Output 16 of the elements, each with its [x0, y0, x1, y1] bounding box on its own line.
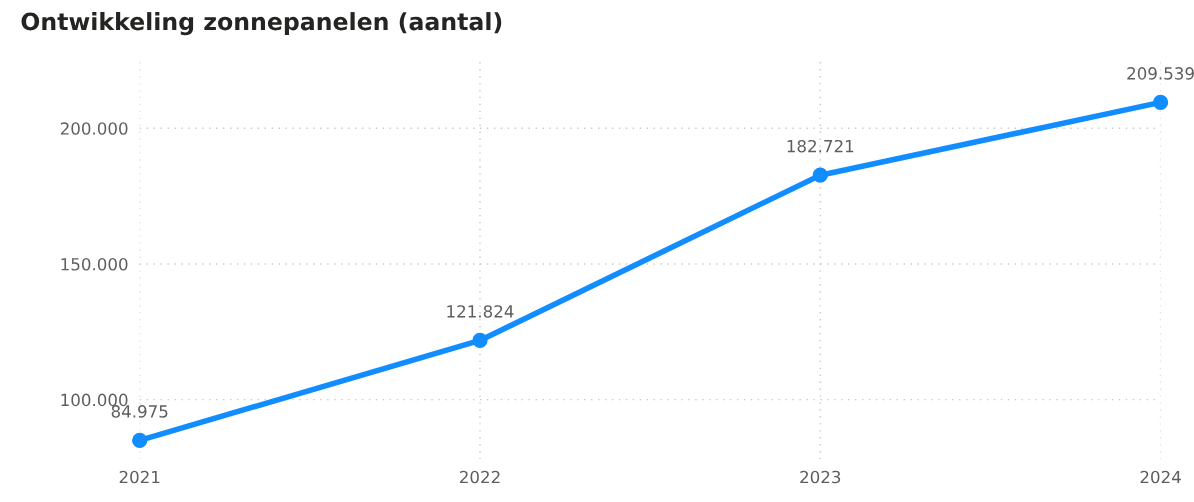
point	[1152, 94, 1169, 111]
x-tick-label: 2023	[800, 470, 841, 484]
data-label: 84.975	[111, 405, 168, 418]
data-label: 209.539	[1127, 67, 1194, 80]
y-tick-label: 100.000	[61, 393, 128, 407]
point	[472, 332, 488, 349]
data-label: 121.824	[447, 305, 514, 318]
data-label: 182.721	[787, 139, 854, 153]
x-tick-label: 2022	[460, 470, 500, 484]
chart-title: Ontwikkeling zonnepanelen (aantal)	[21, 12, 502, 36]
y-tick-label: 200.000	[60, 122, 128, 135]
y-tick-label: 150.000	[61, 257, 128, 271]
x-tick-label: 2021	[119, 470, 160, 484]
x-tick-label: 2024	[1140, 470, 1181, 484]
point	[812, 167, 828, 183]
point	[132, 432, 148, 449]
